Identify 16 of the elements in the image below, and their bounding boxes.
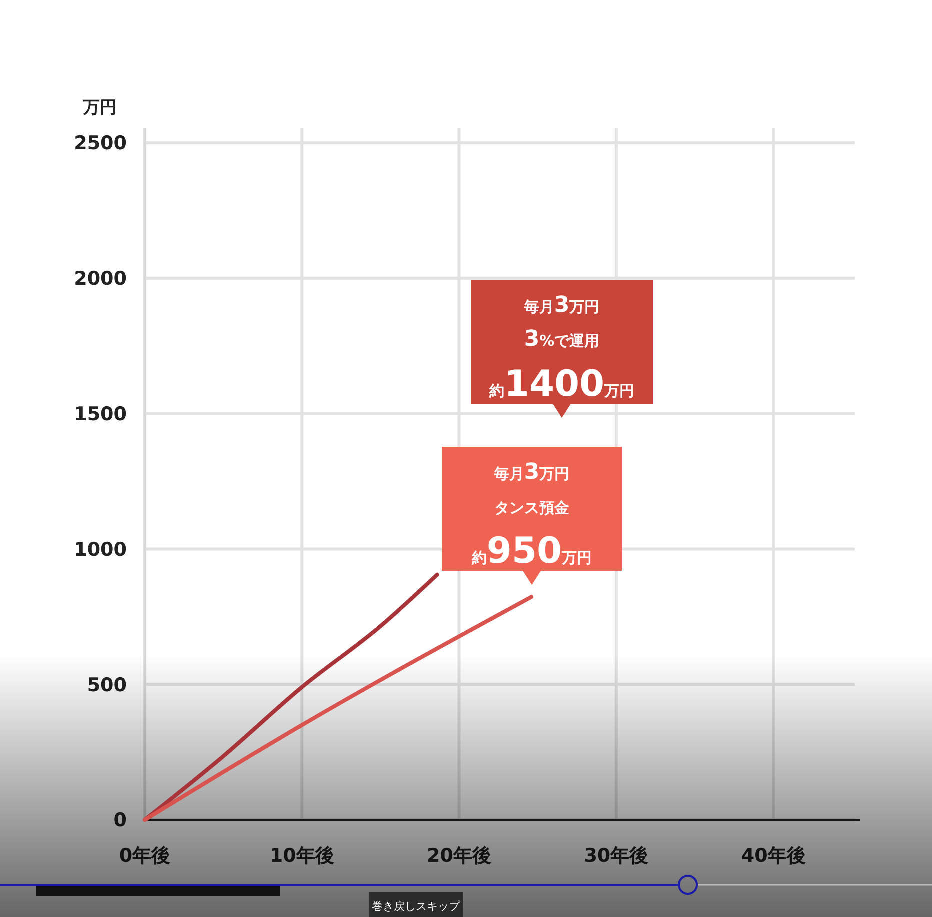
text: 巻き戻しスキップ — [372, 900, 461, 913]
x-tick-label: 10年後 — [270, 845, 334, 867]
annotation: 約950万円 — [470, 531, 592, 572]
y-tick-label: 2000 — [74, 268, 127, 290]
annotation: 3%で運用 — [524, 327, 600, 352]
y-tick-label: 1000 — [74, 538, 127, 561]
annotation: タンス預金 — [494, 499, 570, 517]
y-tick-label: 0 — [114, 810, 127, 832]
x-tick-label: 30年後 — [584, 845, 649, 867]
y-tick-label: 500 — [87, 674, 127, 696]
x-tick-label: 40年後 — [741, 845, 806, 867]
x-tick-label: 20年後 — [427, 845, 492, 867]
x-tick-label: 0年後 — [119, 845, 171, 867]
y-axis-title: 万円 — [82, 98, 117, 118]
y-tick-label: 1500 — [74, 403, 127, 426]
y-tick-label: 2500 — [74, 132, 127, 155]
